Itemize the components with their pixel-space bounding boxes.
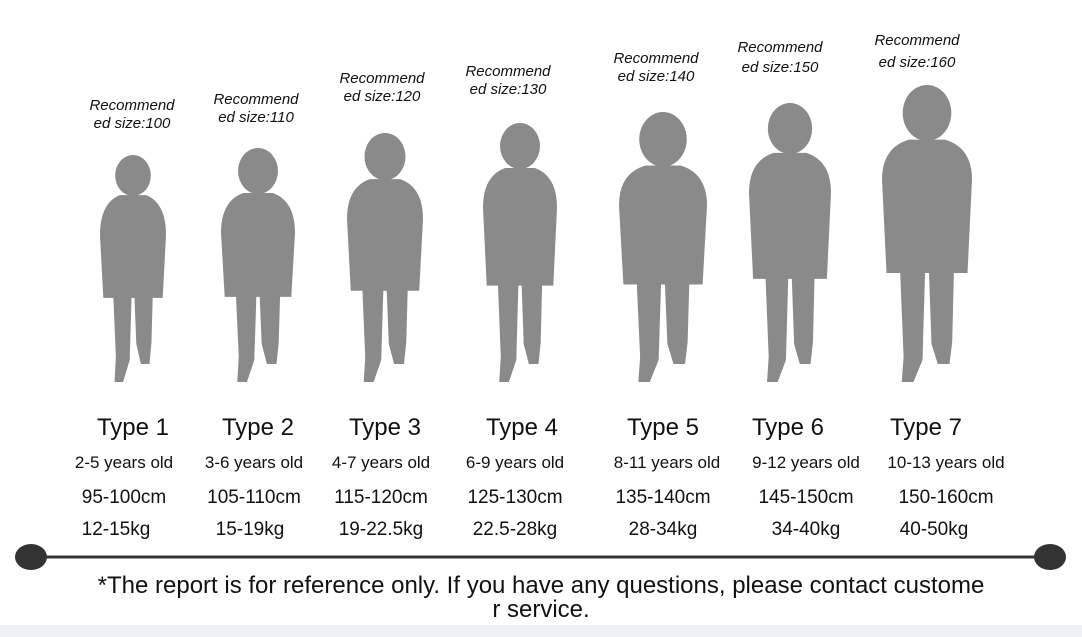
child-silhouette [749, 103, 831, 382]
recommended-size: ed size:100 [94, 115, 171, 132]
weight-range: 15-19kg [216, 519, 285, 540]
height-range: 150-160cm [898, 487, 993, 508]
weight-range: 19-22.5kg [339, 519, 424, 540]
age-range: 2-5 years old [75, 453, 173, 472]
age-range: 6-9 years old [466, 453, 564, 472]
child-silhouette [619, 112, 707, 382]
recommended-size: ed size:140 [618, 68, 695, 85]
recommended-size: Recommend [213, 91, 299, 108]
age-range: 3-6 years old [205, 453, 303, 472]
type-name: Type 2 [222, 414, 294, 441]
footer-note: r service. [492, 596, 589, 623]
weight-range: 34-40kg [772, 519, 841, 540]
recommended-size: Recommend [339, 70, 425, 87]
child-silhouette [221, 148, 295, 382]
recommended-size: Recommend [89, 97, 175, 114]
recommended-size: ed size:120 [344, 88, 421, 105]
weight-range: 12-15kg [82, 519, 151, 540]
weight-range: 28-34kg [629, 519, 698, 540]
type-name: Type 3 [349, 414, 421, 441]
height-range: 95-100cm [82, 487, 167, 508]
age-range: 9-12 years old [752, 453, 860, 472]
child-silhouette [483, 123, 557, 382]
child-silhouette [882, 85, 972, 382]
type-name: Type 1 [97, 414, 169, 441]
weight-range: 22.5-28kg [473, 519, 558, 540]
height-range: 145-150cm [758, 487, 853, 508]
child-silhouette [347, 133, 423, 382]
bottom-strip [0, 625, 1082, 637]
recommended-size: Recommend [737, 39, 823, 56]
weight-range: 40-50kg [900, 519, 969, 540]
footer-note: *The report is for reference only. If yo… [98, 572, 985, 599]
age-range: 10-13 years old [887, 453, 1004, 472]
type-name: Type 7 [890, 414, 962, 441]
age-range: 4-7 years old [332, 453, 430, 472]
type-name: Type 5 [627, 414, 699, 441]
divider-end [1034, 544, 1066, 570]
height-range: 115-120cm [334, 487, 428, 508]
height-range: 105-110cm [207, 487, 301, 508]
recommended-size: Recommend [465, 63, 551, 80]
recommended-size: ed size:160 [879, 54, 956, 71]
child-silhouette [100, 155, 166, 382]
recommended-size: Recommend [613, 50, 699, 67]
type-name: Type 4 [486, 414, 558, 441]
age-range: 8-11 years old [614, 453, 720, 472]
recommended-size: ed size:130 [470, 81, 547, 98]
divider-end [15, 544, 47, 570]
recommended-size: Recommend [874, 32, 960, 49]
height-range: 135-140cm [615, 487, 710, 508]
recommended-size: ed size:110 [218, 109, 294, 126]
height-range: 125-130cm [467, 487, 562, 508]
type-name: Type 6 [752, 414, 824, 441]
recommended-size: ed size:150 [742, 59, 819, 76]
